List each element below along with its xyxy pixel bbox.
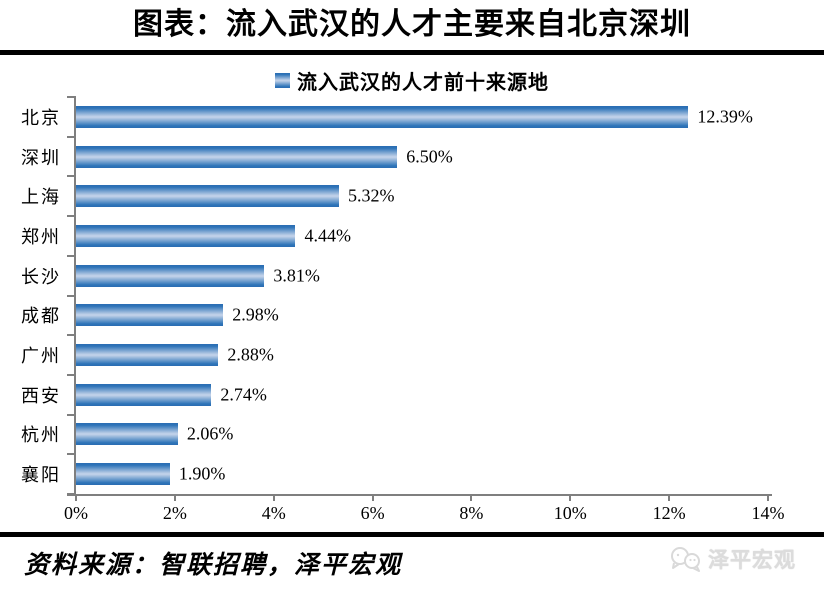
x-axis-tick-label: 0% [64,503,88,523]
chart-row: 郑州 4.44% [21,216,768,256]
category-label: 成都 [21,306,61,327]
category-label: 西安 [21,385,61,406]
chart-legend: 流入武汉的人才前十来源地 [0,66,824,95]
y-axis-tick [67,254,76,257]
x-axis-tick [371,494,374,501]
bottom-divider [0,532,824,537]
bar-chart-plot-area: 北京 12.39% 深圳 6.50% 上海 5.32% 郑州 4.44% 长沙 3.81% 成都 2.… [21,96,785,523]
chart-row: 广州 2.88% [21,335,768,375]
y-axis-tick [67,96,76,98]
bar: 2.98% [76,304,279,327]
bar-value-label: 3.81% [273,265,320,286]
chart-row: 上海 5.32% [21,176,768,216]
y-axis-tick [67,453,76,456]
bar: 2.88% [76,344,274,367]
x-axis-tick [668,494,671,501]
x-axis-tick [173,494,176,501]
x-axis-tick [272,494,275,501]
x-axis-tick-label: 10% [553,503,587,523]
category-label: 深圳 [21,147,61,168]
bar: 2.74% [76,383,267,406]
x-axis-tick-label: 2% [162,503,187,523]
chart-row: 深圳 6.50% [21,137,768,177]
y-axis-tick [67,135,76,138]
watermark: 泽平宏观 [669,544,796,574]
x-axis-tick-label: 8% [459,503,484,523]
chart-row: 杭州 2.06% [21,415,768,455]
watermark-label: 泽平宏观 [708,548,796,572]
category-label: 襄阳 [21,465,61,486]
category-label: 广州 [21,346,61,367]
bar-value-label: 4.44% [304,225,351,246]
x-axis-tick-label: 6% [360,503,385,523]
category-label: 上海 [21,187,61,208]
bar: 5.32% [76,185,394,208]
x-axis-tick-label: 12% [652,503,686,523]
chart-row: 成都 2.98% [21,296,768,336]
x-axis-line [67,494,772,496]
bar-value-label: 12.39% [697,106,753,127]
legend-label: 流入武汉的人才前十来源地 [297,72,549,94]
y-axis-tick [67,294,76,297]
category-label: 长沙 [21,266,61,287]
x-axis-tick [569,494,572,501]
bar: 1.90% [76,463,225,486]
bar-value-label: 1.90% [178,463,226,484]
bar: 2.06% [76,423,233,446]
bar-value-label: 2.98% [232,304,279,325]
chart-row: 襄阳 1.90% [21,454,768,494]
y-axis-tick [67,413,76,416]
y-axis-tick [67,334,76,337]
chart-row: 西安 2.74% [21,375,768,415]
category-label: 北京 [21,107,61,128]
bar-value-label: 2.88% [227,344,274,365]
y-axis-tick [67,175,76,178]
bar: 6.50% [76,145,453,168]
legend-swatch-icon [275,73,290,88]
x-axis-tick [75,494,77,501]
source-note: 资料来源：智联招聘，泽平宏观 [24,552,403,579]
x-axis-tick-label: 4% [261,503,286,523]
chart-row: 北京 12.39% [21,97,768,137]
x-axis-tick [767,494,769,501]
bar: 12.39% [76,105,753,128]
category-label: 郑州 [21,226,61,247]
page-title: 图表：流入武汉的人才主要来自北京深圳 [133,8,691,41]
chart-row: 长沙 3.81% [21,256,768,296]
chat-bubbles-logo-icon [671,547,700,572]
bar: 4.44% [76,224,351,247]
x-axis-tick-label: 14% [751,503,785,523]
bar-value-label: 2.06% [186,423,234,444]
bar-value-label: 5.32% [347,185,395,206]
y-axis-tick [67,215,76,218]
bar: 3.81% [76,264,320,287]
bar-value-label: 2.74% [220,384,267,405]
top-divider [0,50,824,55]
x-axis-tick [470,494,473,501]
bar-value-label: 6.50% [406,146,453,167]
y-axis-tick [67,373,76,376]
y-axis-tick [67,493,76,495]
category-label: 杭州 [21,425,61,446]
